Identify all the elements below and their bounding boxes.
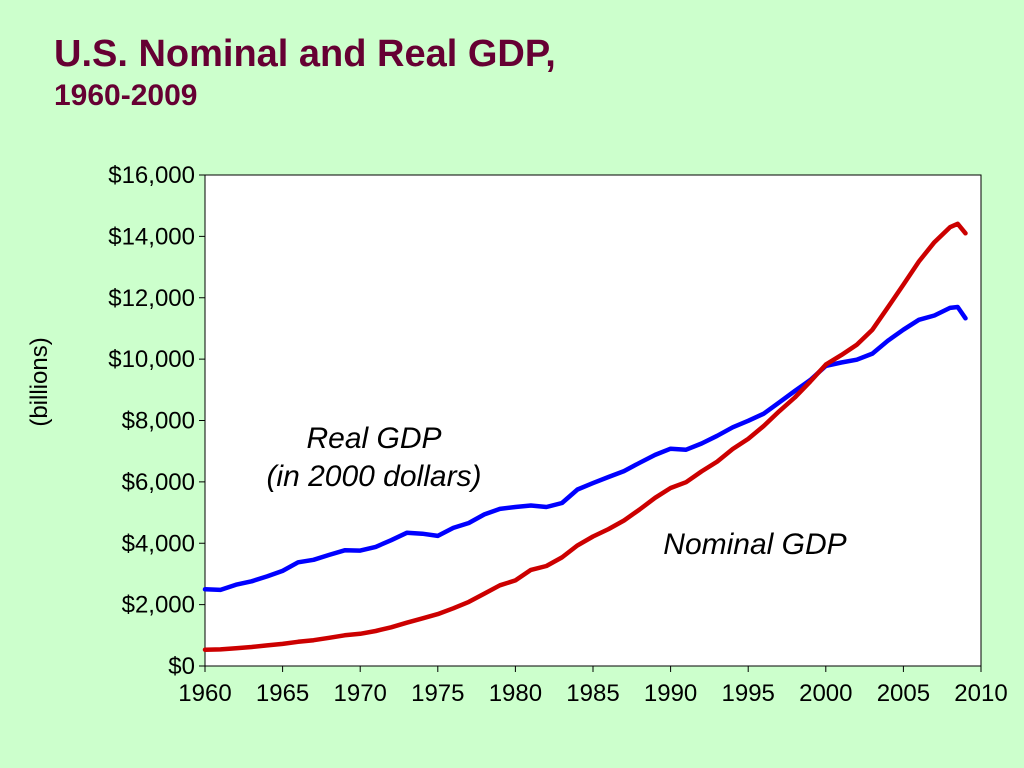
y-tick-label: $2,000 bbox=[122, 592, 195, 619]
series-lines bbox=[202, 221, 968, 652]
x-tick-label: 1995 bbox=[722, 680, 775, 707]
x-tick-label: 1970 bbox=[334, 680, 387, 707]
x-tick-label: 1985 bbox=[566, 680, 619, 707]
x-tick-label: 1990 bbox=[644, 680, 697, 707]
title-line-2: 1960-2009 bbox=[54, 79, 198, 112]
x-tick-label: 1965 bbox=[256, 680, 309, 707]
plot-area bbox=[204, 174, 982, 667]
page-title: U.S. Nominal and Real GDP, 1960-2009 bbox=[54, 30, 556, 114]
x-tick-label: 2005 bbox=[877, 680, 930, 707]
y-tick-label: $6,000 bbox=[122, 469, 195, 496]
y-tick-label: $10,000 bbox=[108, 346, 195, 373]
x-axis: 1960 1965 1970 1975 1980 1985 1990 1995 2000 2005… bbox=[178, 666, 1008, 707]
y-tick-label: $12,000 bbox=[108, 285, 195, 312]
x-tick-label: 2000 bbox=[799, 680, 852, 707]
y-axis: $0 $2,000 $4,000 $6,000 $8,000 $10,000 $12,000… bbox=[108, 162, 205, 680]
x-tick-label: 1980 bbox=[489, 680, 542, 707]
real-gdp-line bbox=[202, 304, 968, 593]
title-line-1: U.S. Nominal and Real GDP, bbox=[54, 33, 556, 75]
real-gdp-annotation: Real GDP (in 2000 dollars) bbox=[246, 420, 502, 496]
x-tick-label: 1975 bbox=[411, 680, 464, 707]
y-tick-label: $0 bbox=[168, 653, 195, 680]
y-tick-label: $14,000 bbox=[108, 223, 195, 250]
y-tick-label: $4,000 bbox=[122, 530, 195, 557]
nominal-gdp-line bbox=[202, 221, 968, 652]
real-gdp-annotation-line1: Real GDP bbox=[306, 422, 442, 455]
nominal-gdp-annotation: Nominal GDP bbox=[663, 528, 847, 561]
y-tick-label: $8,000 bbox=[122, 408, 195, 435]
x-tick-label: 2010 bbox=[954, 680, 1007, 707]
y-tick-label: $16,000 bbox=[108, 162, 195, 189]
x-tick-label: 1960 bbox=[178, 680, 231, 707]
real-gdp-annotation-line2: (in 2000 dollars) bbox=[266, 460, 482, 493]
